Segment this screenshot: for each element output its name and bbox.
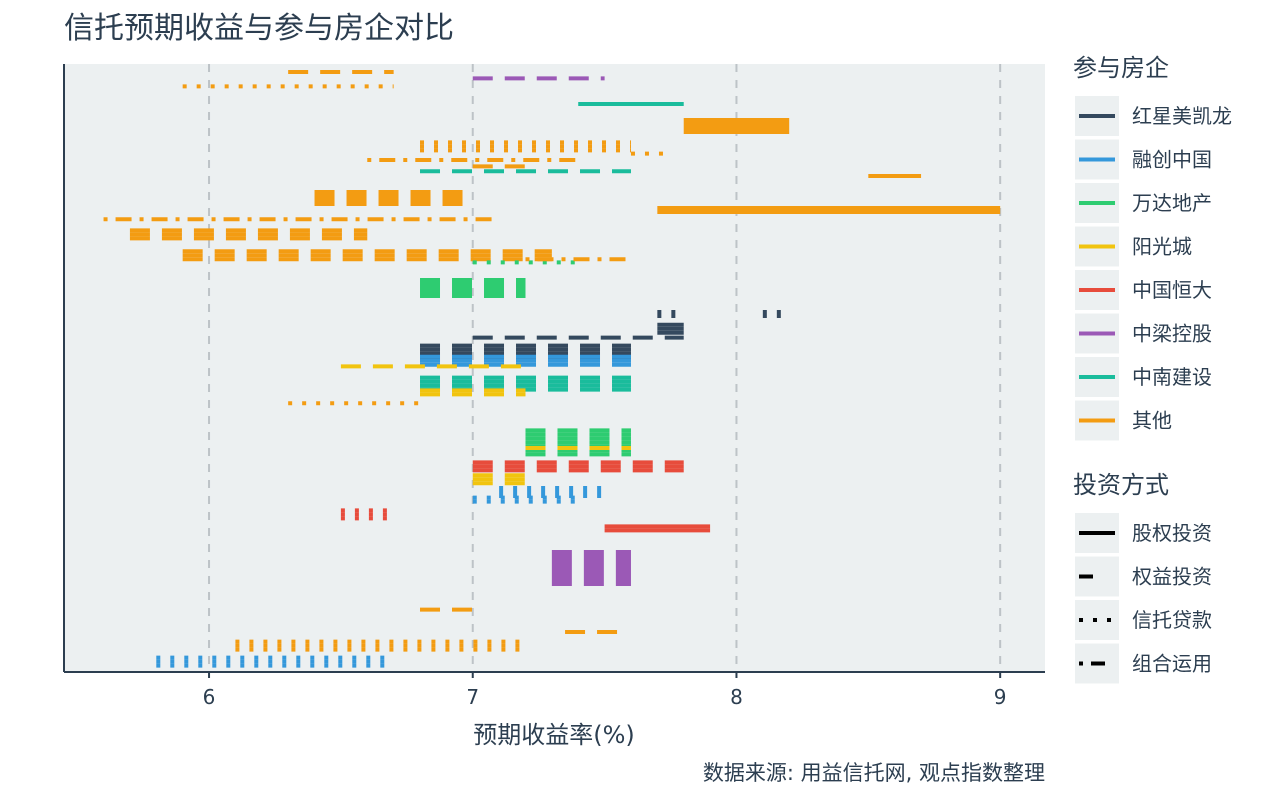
segment-36 [604,524,711,533]
segment-4 [683,118,790,134]
segment-11 [314,190,473,206]
linetype-legend-label-3: 组合运用 [1132,652,1212,676]
segment-14 [129,228,368,241]
x-tick-label-0: 6 [203,685,216,709]
color-legend-label-7: 其他 [1132,409,1172,433]
linetype-legend-label-1: 权益投资 [1132,565,1212,589]
segment-20 [657,322,684,335]
caption: 数据来源: 用益信托网, 观点指数整理 [703,761,1045,785]
data-marks [103,70,1001,668]
segment-15 [182,249,552,262]
color-legend-label-0: 红星美凯龙 [1132,104,1232,128]
color-legend-label-2: 万达地产 [1132,191,1212,215]
segment-12 [657,206,1001,214]
color-legend-label-6: 中南建设 [1132,365,1212,389]
chart-title: 信托预期收益与参与房企对比 [64,11,454,46]
x-tick-label-2: 8 [730,685,743,709]
color-legend-label-3: 阳光城 [1132,235,1192,259]
segment-31 [472,460,684,473]
x-tick-label-3: 9 [994,685,1007,709]
segment-27 [420,388,526,397]
x-axis-label: 预期收益率(%) [473,721,635,749]
color-legend-label-1: 融创中国 [1132,148,1212,172]
linetype-legend-label-2: 信托贷款 [1132,608,1212,632]
color-legend-label-4: 中国恒大 [1132,278,1212,302]
x-axis-ticks: 6 7 8 9 [203,672,1007,709]
segment-37 [551,550,631,586]
segment-41 [156,655,394,668]
x-tick-label-1: 7 [466,685,479,709]
segment-18 [420,278,526,298]
linetype-legend-title: 投资方式 [1073,471,1169,499]
segment-34 [472,495,579,504]
color-legend-label-5: 中梁控股 [1132,322,1212,346]
linetype-legend-label-0: 股权投资 [1132,521,1212,545]
segment-40 [235,639,526,652]
segment-35 [340,508,394,521]
segment-32 [472,473,526,486]
color-legend-title: 参与房企 [1073,54,1169,82]
